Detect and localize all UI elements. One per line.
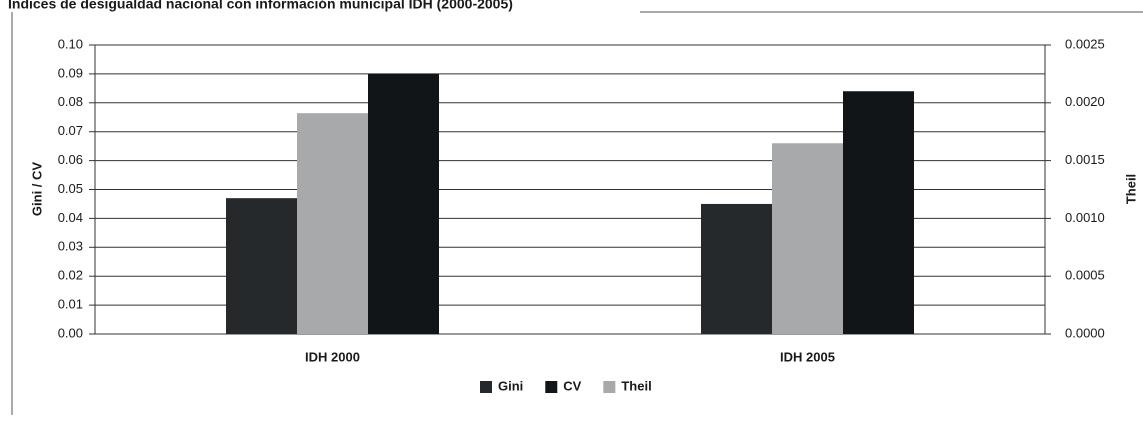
bar (297, 113, 368, 334)
y-axis-label: Gini / CV (29, 162, 44, 217)
y2-axis-label: Theil (1123, 174, 1138, 204)
x-tick-label: IDH 2000 (305, 349, 360, 364)
bar (368, 73, 439, 335)
y-tick-label: 0.04 (58, 210, 83, 225)
legend-swatch (545, 381, 558, 393)
y-tick-label: 0.05 (58, 181, 83, 196)
bar (843, 91, 914, 335)
y2-tick-label: 0.0000 (1065, 325, 1105, 340)
y-tick-label: 0.10 (58, 36, 83, 51)
y-tick-label: 0.01 (58, 297, 83, 312)
legend-label: CV (563, 378, 581, 393)
y-tick-label: 0.03 (58, 239, 83, 254)
legend-label: Gini (498, 378, 523, 393)
chart-title: Índices de desigualdad nacional con info… (8, 0, 513, 12)
legend-swatch (603, 381, 616, 393)
y2-tick-label: 0.0020 (1065, 94, 1105, 109)
legend-label: Theil (621, 378, 651, 393)
y-tick-label: 0.07 (58, 123, 83, 138)
y2-tick-label: 0.0010 (1065, 210, 1105, 225)
y-tick-label: 0.00 (58, 325, 83, 340)
y2-tick-label: 0.0025 (1065, 36, 1105, 51)
y-tick-label: 0.08 (58, 94, 83, 109)
bar (772, 143, 843, 334)
y2-tick-label: 0.0005 (1065, 268, 1105, 283)
y2-tick-label: 0.0015 (1065, 152, 1105, 167)
y-tick-label: 0.09 (58, 65, 83, 80)
x-tick-label: IDH 2005 (780, 349, 835, 364)
bar (226, 198, 297, 334)
y-tick-label: 0.02 (58, 268, 83, 283)
y-tick-label: 0.06 (58, 152, 83, 167)
bar (701, 203, 772, 334)
legend-swatch (480, 381, 492, 393)
